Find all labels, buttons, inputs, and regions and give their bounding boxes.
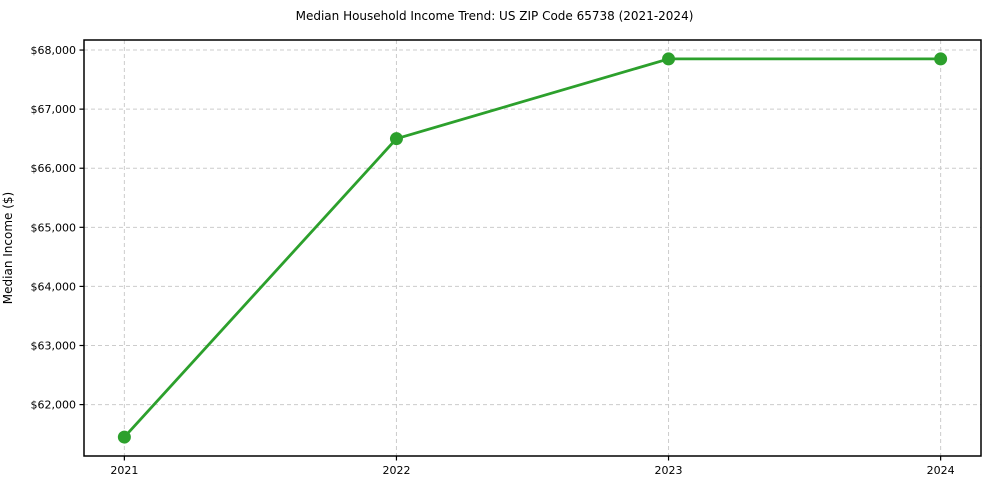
trend-line bbox=[122, 57, 943, 439]
x-tick-label: 2021 bbox=[110, 464, 138, 477]
data-point-2023 bbox=[662, 52, 676, 66]
y-tick-label: $67,000 bbox=[31, 103, 77, 116]
plot-area: $62,000 $63,000 $64,000 $65,000 $66,000 $67,0… bbox=[31, 39, 982, 477]
data-point-2021 bbox=[117, 430, 131, 444]
y-tick-label: $63,000 bbox=[31, 340, 77, 353]
plot-frame bbox=[83, 39, 982, 457]
data-point-2024 bbox=[934, 52, 948, 66]
x-tick-label: 2024 bbox=[927, 464, 955, 477]
y-tick-label: $64,000 bbox=[31, 280, 77, 293]
chart-title: Median Household Income Trend: US ZIP Co… bbox=[295, 9, 694, 23]
data-point-2022 bbox=[389, 132, 403, 146]
y-tick-label: $65,000 bbox=[31, 221, 77, 234]
y-tick-label: $62,000 bbox=[31, 399, 77, 412]
x-tick-label: 2023 bbox=[655, 464, 683, 477]
y-axis-label: Median Income ($) bbox=[1, 191, 15, 305]
y-tick-label: $66,000 bbox=[31, 162, 77, 175]
x-tick-label: 2022 bbox=[382, 464, 410, 477]
y-tick-label: $68,000 bbox=[31, 44, 77, 57]
